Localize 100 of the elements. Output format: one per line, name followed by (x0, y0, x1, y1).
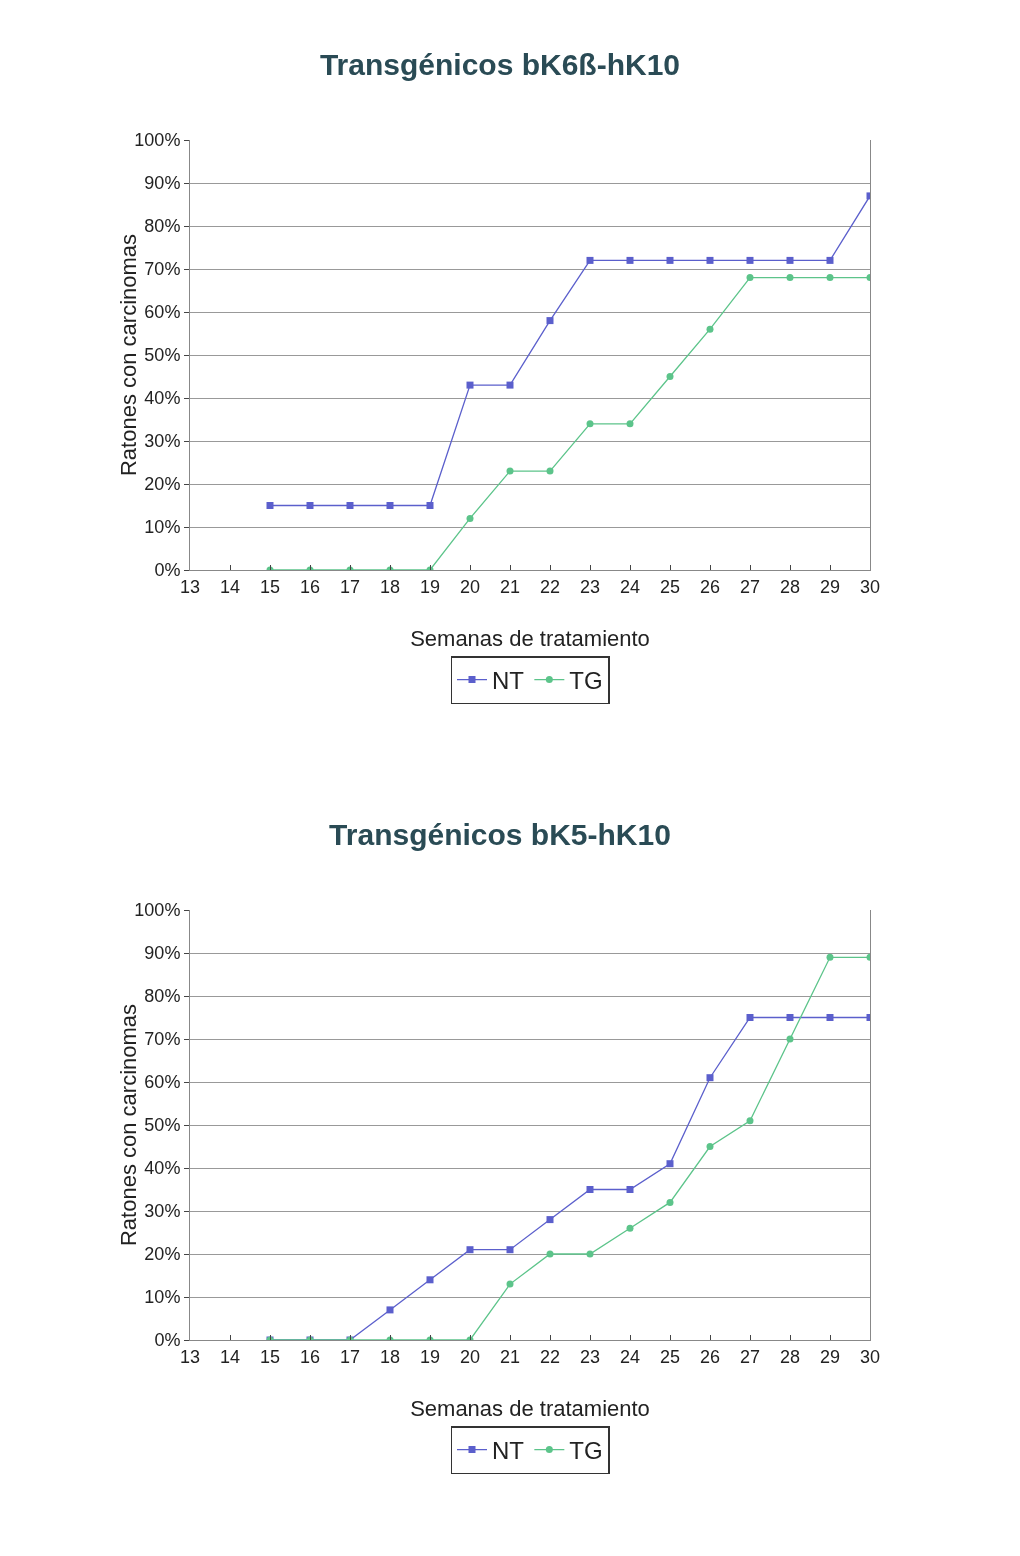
point (586, 420, 594, 428)
point (466, 381, 474, 389)
y-tick-label: 80% (144, 986, 181, 1007)
point (466, 514, 474, 522)
chart-title: Transgénicos bK5-hK10 (329, 817, 671, 851)
point (746, 274, 754, 282)
legend-label: TG (569, 1436, 603, 1464)
x-tick-label: 23 (579, 576, 601, 597)
point (666, 373, 674, 380)
x-tick-label: 26 (699, 1346, 721, 1367)
point (626, 420, 634, 428)
point (826, 256, 834, 264)
x-tick-label: 26 (699, 576, 721, 597)
point (666, 1198, 674, 1206)
y-tick-label: 90% (144, 173, 181, 194)
x-axis-title: Semanas de tratamiento (410, 626, 650, 651)
point (386, 1306, 394, 1314)
point (506, 381, 514, 389)
point (706, 325, 714, 333)
point (826, 1014, 834, 1021)
point (546, 317, 554, 325)
point (706, 256, 714, 264)
legend-label: TG (569, 666, 603, 694)
point (786, 274, 794, 282)
point (746, 1117, 754, 1125)
x-tick-label: 17 (339, 1346, 361, 1367)
x-tick-label: 13 (179, 1346, 201, 1367)
x-tick-label: 16 (299, 1346, 321, 1367)
point (786, 1014, 794, 1021)
point (586, 256, 594, 264)
y-tick-label: 80% (144, 216, 181, 237)
y-tick-label: 50% (144, 1115, 181, 1136)
point (426, 502, 434, 509)
x-tick-label: 21 (499, 1346, 521, 1367)
legend-label: NT (492, 666, 525, 694)
point (626, 256, 634, 264)
point (666, 256, 674, 264)
x-tick-label: 25 (659, 576, 681, 597)
x-tick-label: 19 (419, 1346, 441, 1367)
point (346, 502, 354, 509)
point (786, 256, 794, 264)
x-tick-label: 17 (339, 576, 361, 597)
x-tick-label: 16 (299, 576, 321, 597)
point (706, 1074, 714, 1082)
point (706, 1143, 714, 1150)
y-tick-label: 30% (144, 431, 181, 452)
x-tick-label: 13 (179, 576, 201, 597)
y-axis-title: Ratones con carcinomas (116, 1003, 141, 1247)
point (506, 1246, 514, 1254)
point (506, 1280, 514, 1288)
y-tick-label: 60% (144, 302, 181, 323)
y-tick-label: 10% (144, 517, 181, 538)
point (666, 1160, 674, 1168)
point (466, 1246, 474, 1254)
point (626, 1224, 634, 1232)
point (826, 274, 834, 282)
chart-title: Transgénicos bK6ß-hK10 (319, 47, 681, 81)
y-tick-label: 90% (144, 943, 181, 964)
point (386, 502, 394, 509)
x-tick-label: 27 (739, 576, 761, 597)
x-tick-label: 22 (539, 1346, 561, 1367)
y-tick-label: 0% (154, 560, 181, 581)
x-tick-label: 15 (259, 1346, 281, 1367)
y-tick-label: 100% (134, 900, 181, 921)
legend-label: NT (492, 1436, 525, 1464)
y-tick-label: 10% (144, 1287, 181, 1308)
x-tick-label: 29 (819, 576, 841, 597)
y-tick-label: 40% (144, 388, 181, 409)
x-tick-label: 14 (219, 576, 241, 597)
point (826, 953, 834, 961)
x-tick-label: 15 (259, 576, 281, 597)
point (746, 256, 754, 264)
y-tick-label: 0% (154, 1330, 181, 1351)
y-tick-label: 70% (144, 1029, 181, 1050)
y-axis-title: Ratones con carcinomas (116, 233, 141, 477)
x-tick-label: 18 (379, 576, 401, 597)
point (546, 1250, 554, 1258)
y-tick-label: 20% (144, 1244, 181, 1265)
y-tick-label: 30% (144, 1201, 181, 1222)
point (266, 502, 274, 509)
x-tick-label: 20 (459, 576, 481, 597)
x-tick-label: 30 (859, 576, 881, 597)
x-tick-label: 21 (499, 576, 521, 597)
x-tick-label: 14 (219, 1346, 241, 1367)
x-tick-label: 29 (819, 1346, 841, 1367)
point (546, 467, 554, 475)
point (746, 1014, 754, 1021)
x-tick-label: 23 (579, 1346, 601, 1367)
point (786, 1035, 794, 1043)
x-tick-label: 24 (619, 576, 641, 597)
y-tick-label: 70% (144, 259, 181, 280)
x-tick-label: 27 (739, 1346, 761, 1367)
x-axis-title: Semanas de tratamiento (410, 1396, 650, 1421)
point (586, 1250, 594, 1258)
point (586, 1186, 594, 1193)
x-tick-label: 25 (659, 1346, 681, 1367)
y-tick-label: 50% (144, 345, 181, 366)
point (426, 1276, 434, 1284)
x-tick-label: 28 (779, 576, 801, 597)
y-tick-label: 40% (144, 1158, 181, 1179)
